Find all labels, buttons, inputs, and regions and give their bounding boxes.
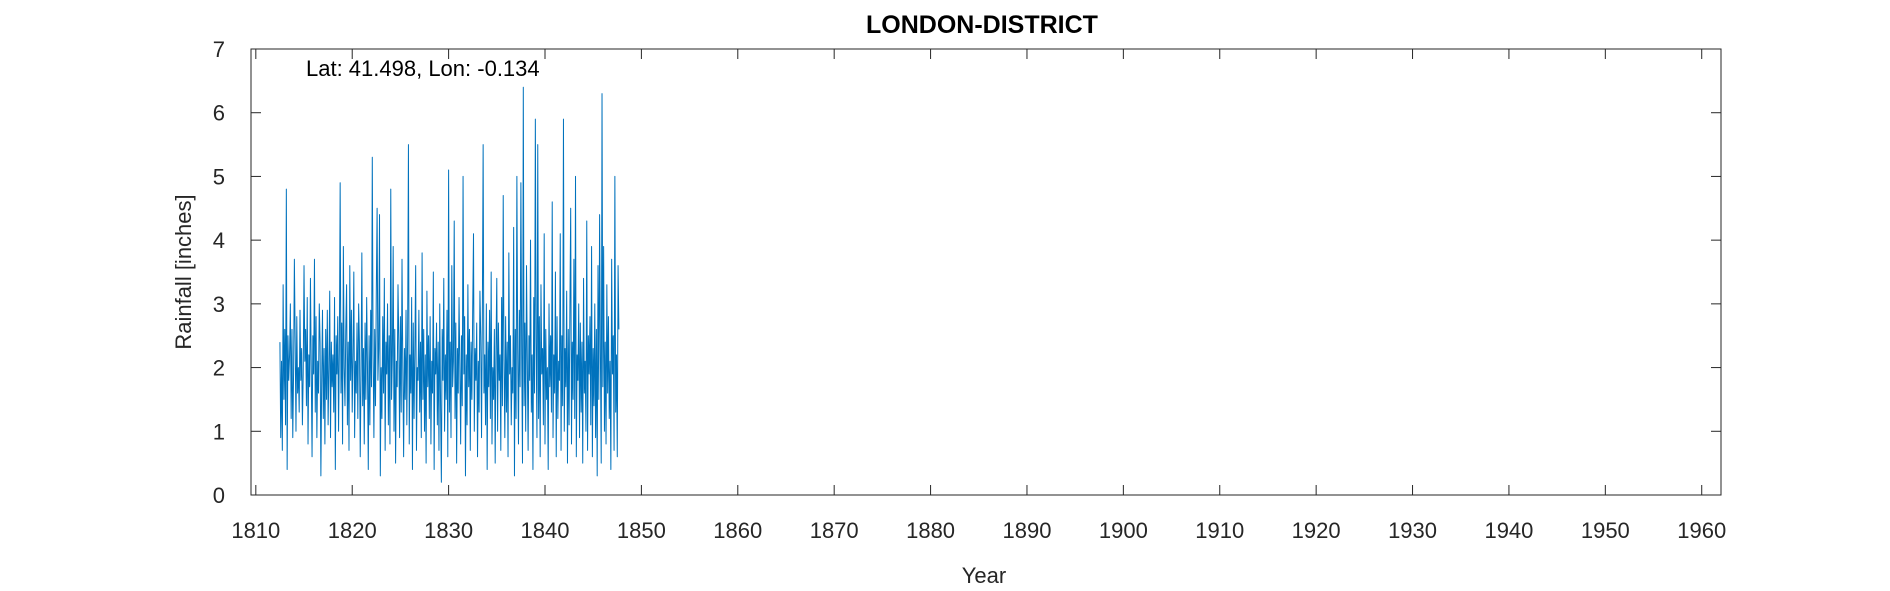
- x-tick-label: 1880: [906, 518, 955, 543]
- x-tick-label: 1890: [1002, 518, 1051, 543]
- y-tick-label: 7: [213, 37, 225, 62]
- chart-title: LONDON-DISTRICT: [866, 11, 1098, 39]
- rainfall-series-line: [279, 86, 620, 483]
- axis-ticks: [251, 48, 1721, 496]
- x-tick-label: 1910: [1195, 518, 1244, 543]
- y-tick-label: 2: [213, 356, 225, 381]
- y-tick-labels: 0 1 2 3 4 5 6 7: [213, 37, 225, 508]
- y-tick-label: 3: [213, 292, 225, 317]
- lat-lon-annotation: Lat: 41.498, Lon: -0.134: [306, 56, 540, 81]
- x-tick-label: 1840: [521, 518, 570, 543]
- y-axis-label: Rainfall [inches]: [171, 194, 196, 349]
- x-tick-label: 1960: [1677, 518, 1726, 543]
- x-tick-labels: 1810 1820 1830 1840 1850 1860 1870 1880 1890 1900…: [231, 518, 1726, 543]
- x-tick-label: 1920: [1292, 518, 1341, 543]
- y-tick-label: 6: [213, 101, 225, 126]
- y-tick-label: 4: [213, 228, 225, 253]
- x-tick-label: 1820: [328, 518, 377, 543]
- y-tick-label: 1: [213, 419, 225, 444]
- x-tick-label: 1870: [810, 518, 859, 543]
- x-tick-label: 1850: [617, 518, 666, 543]
- x-tick-label: 1930: [1388, 518, 1437, 543]
- x-tick-label: 1940: [1484, 518, 1533, 543]
- x-tick-label: 1900: [1099, 518, 1148, 543]
- x-tick-label: 1810: [231, 518, 280, 543]
- x-tick-label: 1830: [424, 518, 473, 543]
- y-tick-label: 0: [213, 483, 225, 508]
- y-tick-label: 5: [213, 164, 225, 189]
- x-tick-label: 1860: [713, 518, 762, 543]
- plot-area: [250, 48, 1722, 496]
- x-tick-label: 1950: [1581, 518, 1630, 543]
- x-axis-label: Year: [962, 563, 1006, 588]
